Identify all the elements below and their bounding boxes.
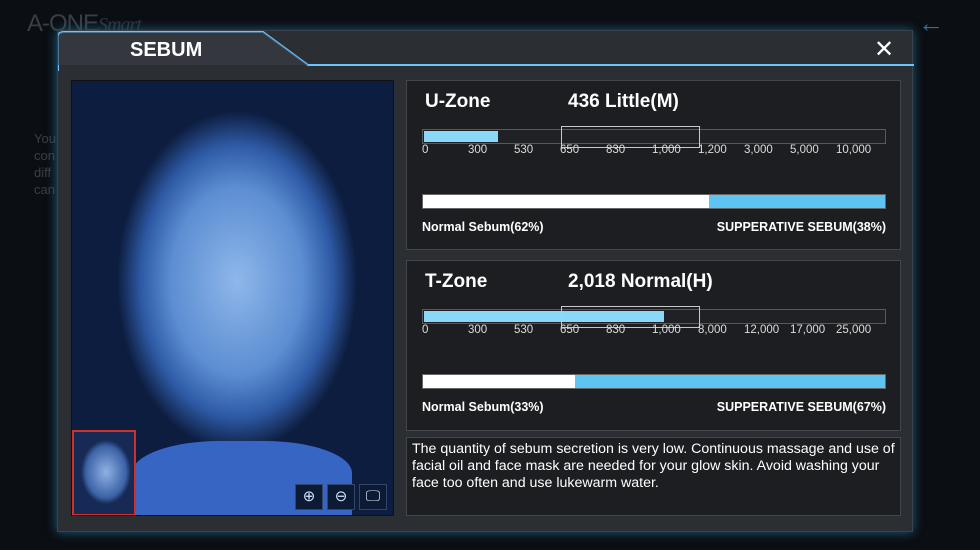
normal-range-box — [561, 126, 700, 148]
scale-tick-label: 3,000 — [744, 144, 773, 156]
scale-tick-label: 8,000 — [698, 324, 727, 336]
scale-tick-label: 1,000 — [652, 144, 681, 156]
scale-tick-label: 650 — [560, 324, 580, 336]
scale-tick-label: 1,200 — [698, 144, 727, 156]
t-zone-panel: T-Zone 2,018 Normal(H) 0 300 530 650 830 1,00… — [406, 260, 901, 431]
monitor-wand-icon[interactable]: 🖵 — [359, 484, 387, 510]
zone-title: U-Zone — [425, 91, 491, 112]
zoom-in-icon[interactable]: ⊕ — [295, 484, 323, 510]
sebum-dialog: SEBUM ✕ ⊕ ⊖ 🖵 U-Zone 436 Little(M) 0 300 5… — [57, 30, 914, 532]
scale-tick-label: 830 — [606, 144, 626, 156]
scale-tick-label: 1,000 — [652, 324, 681, 336]
face-image: ⊕ ⊖ 🖵 — [71, 80, 394, 516]
back-arrow-icon[interactable]: ← — [918, 8, 944, 38]
sebum-scale-fill — [424, 311, 665, 322]
thumbnail-image[interactable] — [72, 430, 136, 515]
scale-tick-label: 17,000 — [790, 324, 826, 336]
zone-value: 2,018 Normal(H) — [568, 271, 713, 292]
background-text: You con diff can — [34, 131, 56, 197]
normal-sebum-label: Normal Sebum(62%) — [422, 220, 544, 234]
sebum-scale-fill — [424, 131, 498, 142]
scale-tick-label: 25,000 — [836, 324, 872, 336]
normal-sebum-fill — [423, 375, 576, 388]
scale-tick-label: 300 — [468, 144, 488, 156]
supperative-sebum-label: SUPPERATIVE SEBUM(67%) — [716, 400, 886, 414]
scale-tick-label: 830 — [606, 324, 626, 336]
normal-range-box — [561, 306, 700, 328]
scale-tick-label: 530 — [514, 324, 534, 336]
scale-tick-label: 0 — [422, 144, 429, 156]
scale-tick-label: 0 — [422, 324, 429, 336]
supperative-sebum-label: SUPPERATIVE SEBUM(38%) — [716, 220, 886, 234]
scale-tick-label: 650 — [560, 144, 580, 156]
sebum-ratio-bar — [422, 374, 886, 389]
close-button[interactable]: ✕ — [874, 36, 895, 63]
zone-value: 436 Little(M) — [568, 91, 679, 112]
normal-sebum-fill — [423, 195, 710, 208]
scale-tick-label: 300 — [468, 324, 488, 336]
zoom-out-icon[interactable]: ⊖ — [327, 484, 355, 510]
sebum-ratio-bar — [422, 194, 886, 209]
scale-tick-label: 5,000 — [790, 144, 819, 156]
sebum-scale-bar — [422, 126, 886, 148]
zone-title: T-Zone — [425, 271, 488, 292]
scale-tick-label: 530 — [514, 144, 534, 156]
dialog-title: SEBUM — [130, 39, 203, 61]
normal-sebum-label: Normal Sebum(33%) — [422, 400, 544, 414]
sebum-scale-bar — [422, 306, 886, 328]
tab-header-frame — [58, 31, 914, 71]
scale-tick-label: 12,000 — [744, 324, 780, 336]
image-tools: ⊕ ⊖ 🖵 — [295, 484, 387, 510]
scale-tick-label: 10,000 — [836, 144, 872, 156]
advice-text: The quantity of sebum secretion is very … — [406, 437, 901, 516]
u-zone-panel: U-Zone 436 Little(M) 0 300 530 650 830 1,000 1… — [406, 80, 901, 250]
